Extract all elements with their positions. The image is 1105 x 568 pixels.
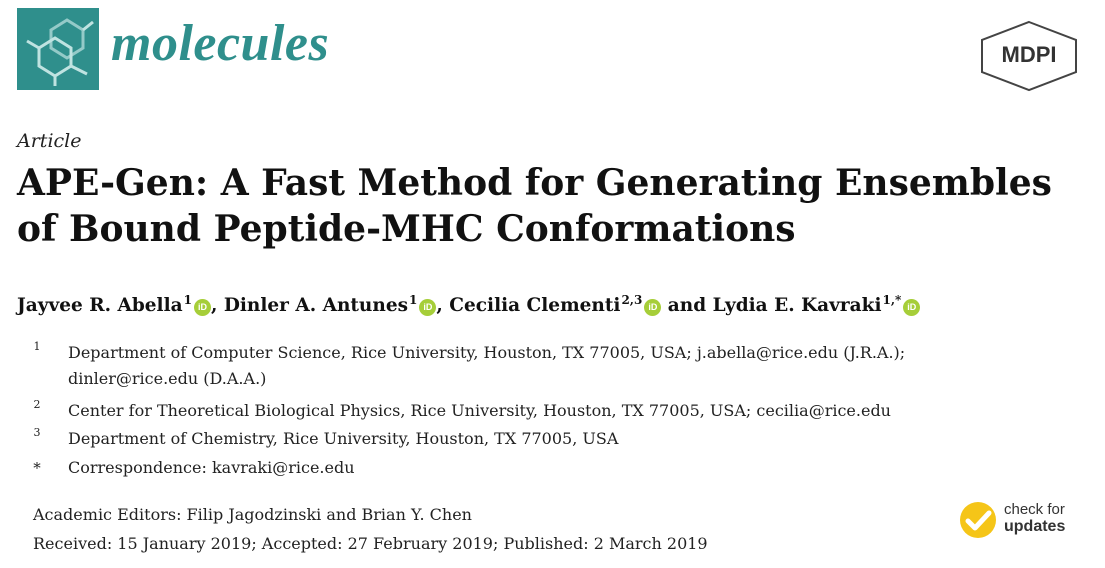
affiliation-mark: 1 [33,340,41,353]
affiliation-mark: 2 [33,398,41,411]
correspondence-text: Correspondence: kavraki@rice.edu [68,458,355,477]
check-for-updates-label-2: updates [1004,518,1066,535]
title-line-1: APE-Gen: A Fast Method for Generating En… [17,162,1052,204]
title-line-2: of Bound Peptide-MHC Conformations [17,208,796,250]
article-title: APE-Gen: A Fast Method for Generating En… [17,160,1077,252]
author-separator: , [436,295,450,316]
author-affiliation-sup: 1 [409,293,418,307]
academic-editors: Academic Editors: Filip Jagodzinski and … [33,505,472,524]
author-affiliation-sup: 1 [183,293,192,307]
article-type-label: Article [17,130,82,152]
author-name[interactable]: Jayvee R. Abella [17,295,183,316]
publisher-logo: MDPI [978,20,1080,92]
journal-name: molecules [111,15,330,72]
affiliation-text: Department of Computer Science, Rice Uni… [68,343,906,362]
author-separator: , [210,295,224,316]
check-for-updates-button[interactable]: check for updates [958,498,1082,542]
affiliation-mark: * [33,459,41,477]
author-name[interactable]: Lydia E. Kavraki [712,295,882,316]
journal-logo [17,8,99,90]
orcid-icon[interactable]: iD [644,299,662,316]
author-name[interactable]: Cecilia Clementi [449,295,621,316]
author-name[interactable]: Dinler A. Antunes [223,295,409,316]
check-for-updates-label-1: check for [1004,501,1065,518]
publisher-logo-text: MDPI [1001,42,1057,67]
affiliation-text: dinler@rice.edu (D.A.A.) [68,369,267,388]
author-separator: and [661,295,713,316]
orcid-icon[interactable]: iD [193,299,211,316]
author-affiliation-sup: 1,* [882,293,902,307]
mdpi-hexagon-icon [981,20,1077,92]
affiliation-text: Department of Chemistry, Rice University… [68,429,619,448]
affiliation-text: Center for Theoretical Biological Physic… [68,401,891,420]
orcid-icon[interactable]: iD [903,299,921,316]
affiliation-mark: 3 [33,426,41,439]
orcid-icon[interactable]: iD [419,299,437,316]
check-badge-icon [960,502,996,538]
author-list: Jayvee R. Abella1 iD, Dinler A. Antunes1 i… [17,293,921,316]
molecule-structure-icon [26,18,94,86]
author-affiliation-sup: 2,3 [621,293,643,307]
publication-dates: Received: 15 January 2019; Accepted: 27 … [33,534,708,553]
